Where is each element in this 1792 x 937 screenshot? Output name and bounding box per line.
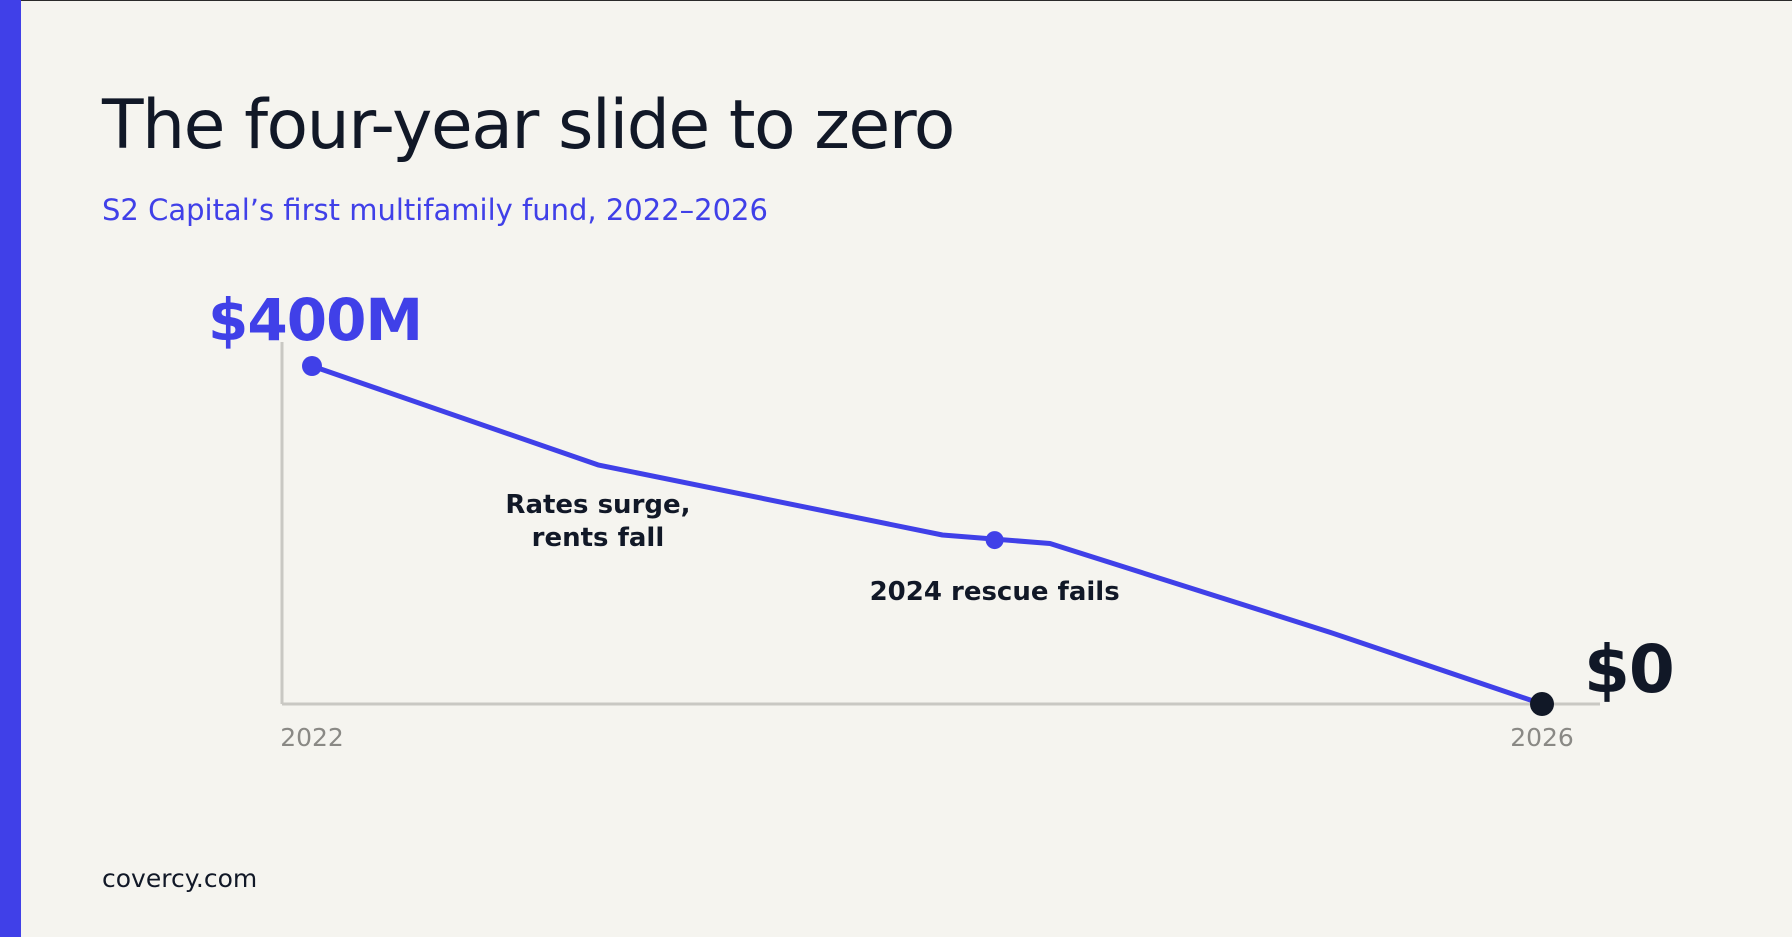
series-line	[309, 363, 1545, 707]
x-tick-labels: 2022 2026	[280, 723, 1574, 752]
markers	[302, 356, 1554, 716]
annotation-0-line-1: rents fall	[532, 523, 665, 553]
x-tick-label-2022: 2022	[280, 723, 344, 752]
x-tick-label-2026: 2026	[1510, 723, 1574, 752]
data-point-1	[985, 531, 1004, 550]
value-labels: $400M $0	[208, 286, 1675, 708]
annotation-0-line-0: Rates surge,	[505, 490, 690, 520]
data-point-2	[1530, 692, 1554, 716]
footer-source: covercy.com	[102, 864, 258, 893]
annotation-1-line-0: 2024 rescue fails	[870, 577, 1120, 607]
value-label-1: $0	[1584, 631, 1674, 708]
value-label-0: $400M	[208, 286, 422, 354]
page-subtitle: S2 Capital’s first multifamily fund, 202…	[102, 193, 768, 227]
data-point-0	[302, 356, 322, 376]
annotations: Rates surge,rents fall 2024 rescue fails	[505, 490, 1119, 607]
page-title: The four-year slide to zero	[102, 86, 955, 165]
accent-bar	[0, 0, 21, 937]
top-rule	[0, 0, 1792, 1]
